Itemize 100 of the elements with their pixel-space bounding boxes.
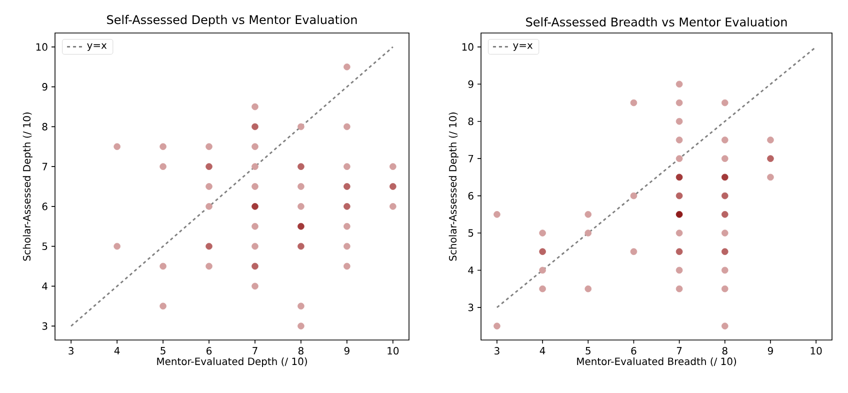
x-tick-label: 10: [388, 347, 399, 355]
point: [584, 285, 592, 292]
point: [721, 99, 728, 106]
point: [114, 143, 120, 150]
point: [160, 302, 166, 310]
y-tick-label: 6: [42, 202, 48, 210]
point: [676, 155, 683, 162]
point: [298, 203, 304, 210]
y-tick-label: 7: [468, 154, 474, 162]
y-tick-label: 5: [42, 242, 48, 250]
x-tick-label: 10: [810, 347, 822, 355]
point: [206, 163, 212, 170]
y-tick-label: 10: [462, 43, 474, 51]
point: [298, 183, 304, 190]
point: [721, 322, 728, 330]
point: [252, 222, 258, 230]
point: [721, 285, 728, 292]
point: [344, 183, 350, 190]
point: [206, 203, 212, 210]
x-tick-label: 6: [206, 347, 212, 355]
x-tick-label: 3: [68, 347, 74, 355]
x-tick-label: 9: [344, 347, 350, 355]
y-axis-title: Scholar-Assessed Depth (/ 10): [22, 112, 32, 261]
point: [160, 143, 166, 150]
point: [676, 99, 683, 106]
point: [114, 242, 120, 250]
point: [584, 211, 592, 218]
point: [676, 136, 683, 144]
x-tick-label: 7: [252, 347, 258, 354]
y-tick-label: 8: [42, 122, 48, 130]
point: [494, 322, 500, 330]
point: [344, 203, 350, 210]
point: [252, 123, 258, 130]
point: [390, 183, 396, 190]
point: [298, 302, 304, 310]
y-tick-label: 5: [468, 229, 474, 237]
point: [252, 242, 258, 250]
point: [721, 266, 728, 274]
point: [206, 143, 212, 150]
point: [252, 262, 258, 270]
point: [767, 174, 774, 181]
y-tick-label: 4: [468, 266, 474, 274]
point: [390, 203, 396, 210]
chart-title: Self-Assessed Breadth vs Mentor Evaluation: [526, 17, 787, 26]
point: [676, 118, 683, 125]
point: [630, 192, 638, 200]
y-tick-label: 4: [42, 282, 48, 290]
x-tick-label: 5: [160, 347, 166, 354]
y-tick-label: 6: [468, 192, 474, 200]
point: [767, 136, 774, 144]
point: [721, 230, 728, 236]
point: [539, 248, 546, 256]
point: [630, 99, 638, 106]
x-tick-label: 8: [722, 347, 728, 355]
point: [206, 183, 212, 190]
point: [298, 322, 304, 330]
point: [721, 174, 728, 181]
point: [344, 163, 350, 170]
y-tick-label: 10: [36, 43, 48, 51]
point: [252, 203, 258, 210]
point: [767, 155, 774, 162]
x-tick-label: 8: [298, 347, 304, 355]
point: [676, 230, 683, 236]
point: [344, 63, 350, 70]
point: [344, 222, 350, 230]
x-tick-label: 7: [676, 347, 682, 354]
point: [494, 211, 500, 218]
point: [721, 211, 728, 218]
point: [539, 230, 546, 236]
point: [298, 163, 304, 170]
y-tick-label: 8: [468, 118, 474, 126]
x-axis-title: Mentor-Evaluated Depth (/ 10): [157, 357, 307, 368]
y-axis-title: Scholar-Assessed Depth (/ 10): [448, 112, 458, 261]
point: [676, 211, 683, 218]
point: [676, 174, 683, 181]
legend-label: y=x: [87, 43, 107, 51]
point: [344, 262, 350, 270]
point: [721, 192, 728, 200]
x-tick-label: 5: [586, 347, 590, 354]
point: [298, 222, 304, 230]
y-tick-label: 9: [468, 80, 474, 88]
x-tick-label: 4: [540, 347, 546, 354]
point: [160, 262, 166, 270]
chart-title: Self-Assessed Depth vs Mentor Evaluation: [107, 14, 357, 26]
point: [721, 155, 728, 162]
point: [252, 282, 258, 290]
point: [206, 262, 212, 270]
x-axis-title: Mentor-Evaluated Breadth (/ 10): [577, 357, 736, 366]
point: [676, 285, 683, 292]
point: [539, 285, 546, 292]
y-tick-label: 3: [468, 304, 474, 312]
y-tick-label: 7: [42, 162, 48, 170]
point: [721, 248, 728, 256]
point: [630, 248, 638, 256]
point: [298, 123, 304, 130]
x-tick-label: 3: [494, 347, 500, 355]
point: [252, 183, 258, 190]
point: [676, 80, 683, 88]
y-tick-label: 9: [42, 83, 48, 91]
point: [676, 192, 683, 200]
